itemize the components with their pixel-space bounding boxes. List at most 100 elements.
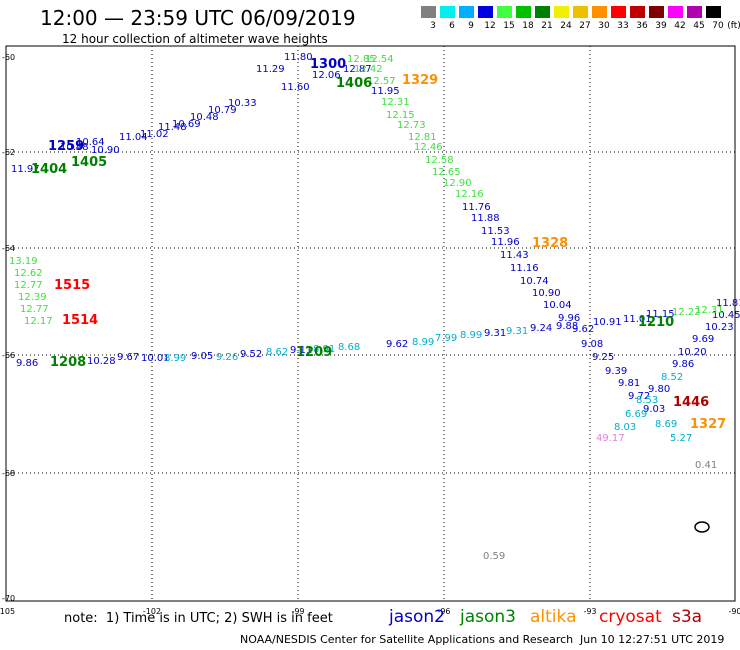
wave-height-value: 12.65 — [432, 167, 461, 178]
legend-swatch — [421, 6, 436, 18]
latitude-label: -66 — [2, 351, 15, 360]
wave-height-value: 10.04 — [543, 300, 572, 311]
wave-height-value: 9.96 — [558, 313, 580, 324]
legend-swatch — [573, 6, 588, 18]
satellite-name: jason2 — [389, 607, 445, 627]
legend-label: 42 — [674, 21, 686, 31]
wave-height-value: 8.68 — [338, 342, 360, 353]
legend-swatch — [611, 6, 626, 18]
wave-height-value: 7.99 — [435, 333, 457, 344]
wave-height-value: 11.96 — [491, 237, 520, 248]
wave-height-value: 8.53 — [636, 395, 658, 406]
wave-height-value: 11.29 — [256, 64, 285, 75]
wave-height-value: 10.20 — [678, 347, 707, 358]
wave-height-value: 11.53 — [481, 226, 510, 237]
pass-time-label: 1514 — [62, 313, 98, 328]
pass-time-label: 1327 — [690, 417, 726, 432]
wave-height-value: 11.02 — [140, 129, 169, 140]
wave-height-value: 12.22 — [672, 307, 701, 318]
wave-height-value: 12.16 — [455, 189, 484, 200]
longitude-label: -90 — [728, 607, 740, 616]
legend-swatch — [554, 6, 569, 18]
wave-height-value: 9.24 — [530, 323, 552, 334]
wave-height-value: 49.17 — [596, 433, 625, 444]
wave-height-value: 10.28 — [87, 356, 116, 367]
legend-swatch — [459, 6, 474, 18]
wave-height-value: 11.97 — [11, 164, 40, 175]
wave-height-value: 12.62 — [14, 268, 43, 279]
pass-time-label: 1404 — [31, 162, 67, 177]
legend-label: 24 — [560, 21, 572, 31]
wave-height-value: 12.06 — [312, 70, 341, 81]
wave-height-value: 9.26 — [216, 352, 238, 363]
pass-time-label: 1209 — [296, 345, 332, 360]
wave-height-value: 9.08 — [581, 339, 603, 350]
wave-height-value: 9.31 — [484, 328, 506, 339]
wave-height-value: 11.81 — [716, 298, 740, 309]
latitude-label: -62 — [2, 148, 15, 157]
wave-height-value: 8.03 — [614, 422, 636, 433]
wave-height-value: 9.62 — [386, 339, 408, 350]
longitude-label: -105 — [0, 607, 15, 616]
wave-height-value: 12.54 — [365, 54, 394, 65]
wave-height-value: 13.19 — [9, 256, 38, 267]
satellite-name: jason3 — [460, 607, 516, 627]
wave-height-value: 12.85 — [347, 54, 376, 65]
latitude-label: -64 — [2, 244, 15, 253]
island-outline — [694, 521, 710, 533]
wave-height-value: 12.58 — [425, 155, 454, 166]
wave-height-value: 9.86 — [672, 359, 694, 370]
wave-height-value: 0.41 — [695, 460, 717, 471]
legend-swatch — [630, 6, 645, 18]
legend-label: 27 — [579, 21, 591, 31]
wave-height-value: 11.15 — [646, 309, 675, 320]
satellite-name: cryosat — [599, 607, 662, 627]
pass-time-label: 1446 — [673, 395, 709, 410]
wave-height-value: 12.42 — [354, 64, 383, 75]
map-frame — [5, 45, 736, 602]
wave-height-value: 8.91 — [313, 344, 335, 355]
legend-label: 33 — [617, 21, 629, 31]
longitude-label: -102 — [143, 607, 161, 616]
notes-text: note: 1) Time is in UTC; 2) SWH is in fe… — [64, 611, 333, 626]
latitude-label: -70 — [2, 594, 15, 603]
legend-swatch — [440, 6, 455, 18]
wave-height-value: 8.99 — [164, 353, 186, 364]
wave-height-value: 9.62 — [572, 324, 594, 335]
legend-label: 30 — [598, 21, 610, 31]
wave-height-value: 10.45 — [712, 310, 740, 321]
generated-timestamp: Jun 10 12:27:51 UTC 2019 — [580, 633, 725, 646]
wave-height-value: 11.43 — [500, 250, 529, 261]
legend-label: 18 — [522, 21, 534, 31]
latitude-label: -60 — [2, 53, 15, 62]
legend-swatch — [535, 6, 550, 18]
wave-height-value: 6.69 — [625, 409, 647, 420]
wave-height-value: 11.04 — [119, 132, 148, 143]
wave-height-value: 12.39 — [18, 292, 47, 303]
wave-height-value: 10.01 — [141, 353, 170, 364]
wave-height-value: 12.77 — [20, 304, 49, 315]
legend-unit: (ft) — [727, 21, 740, 31]
wave-height-value: 8.69 — [655, 419, 677, 430]
wave-height-value: 12.77 — [14, 280, 43, 291]
wave-height-value: 8.62 — [266, 347, 288, 358]
longitude-label: -96 — [437, 607, 450, 616]
legend-label: 9 — [468, 21, 474, 31]
wave-height-value: 10.90 — [532, 288, 561, 299]
legend-swatch — [668, 6, 683, 18]
wave-height-value: 5.27 — [670, 433, 692, 444]
wave-height-value: 9.05 — [191, 351, 213, 362]
wave-height-value: 12.87 — [343, 64, 372, 75]
legend-label: 70 — [712, 21, 724, 31]
wave-height-value: 10.69 — [172, 119, 201, 130]
wave-height-value: 12.31 — [381, 97, 410, 108]
wave-height-value: 10.64 — [76, 137, 105, 148]
longitude-label: -93 — [583, 607, 596, 616]
wave-height-value: 9.03 — [643, 404, 665, 415]
wave-height-value: 9.31 — [506, 326, 528, 337]
wave-height-value: 11.01 — [623, 314, 652, 325]
legend-swatch — [649, 6, 664, 18]
pass-time-label: 1406 — [336, 76, 372, 91]
wave-height-value: 9.11 — [290, 345, 312, 356]
